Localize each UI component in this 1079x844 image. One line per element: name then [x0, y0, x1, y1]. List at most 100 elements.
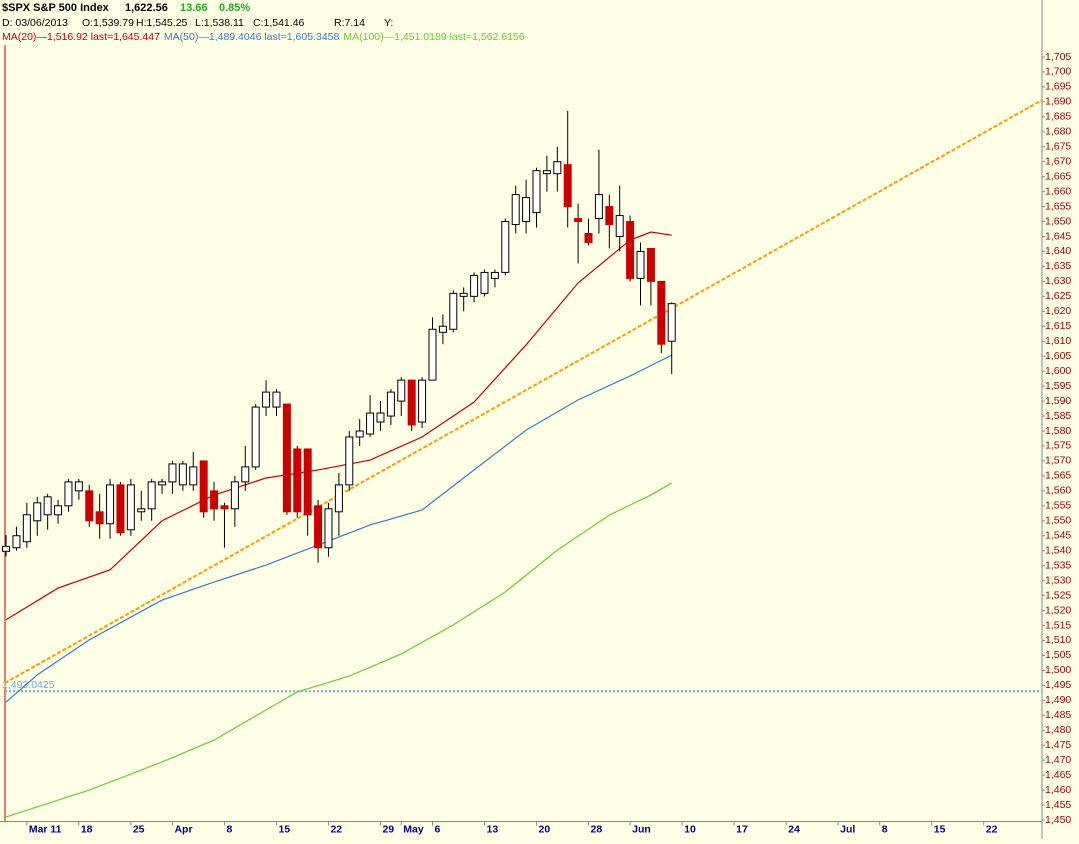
y-tick-label: 1,475	[1045, 739, 1071, 751]
candle-body	[480, 271, 489, 294]
x-tick-label: 24	[788, 823, 800, 835]
legend-name: MA(100)	[343, 31, 383, 43]
y-tick-label: 1,700	[1045, 66, 1071, 78]
legend-value: —1,489.4046 last=1,605.3458	[198, 31, 339, 43]
y-tick-label: 1,705	[1045, 51, 1071, 63]
candle-body	[574, 218, 583, 223]
legend-value: —1,451.0189 last=1,562.6156	[384, 31, 525, 43]
candle-body	[303, 448, 312, 516]
y-tick-label: 1,510	[1045, 634, 1071, 646]
x-tick-label: 29	[382, 823, 394, 835]
candle-body	[314, 505, 323, 549]
y-tick-label: 1,610	[1045, 335, 1071, 347]
candle-body	[210, 490, 219, 510]
y-tick-label: 1,690	[1045, 96, 1071, 108]
y-tick-label: 1,485	[1045, 709, 1071, 721]
x-tick-label: Mar 11	[29, 823, 62, 835]
y-tick-label: 1,685	[1045, 111, 1071, 123]
candle-body	[532, 170, 541, 214]
moving-average	[5, 482, 673, 818]
candle-body	[636, 250, 645, 279]
candle-body	[147, 481, 156, 510]
candle-body	[605, 206, 614, 226]
candle-body	[334, 484, 343, 513]
y-tick-label: 1,460	[1045, 784, 1071, 796]
y-tick-label: 1,595	[1045, 380, 1071, 392]
x-tick-label: Jul	[840, 823, 855, 835]
candle-body	[615, 215, 624, 238]
y-tick-label: 1,470	[1045, 754, 1071, 766]
candle-body	[490, 271, 499, 279]
x-tick-label: 15	[278, 823, 290, 835]
y-tick-label: 1,490	[1045, 694, 1071, 706]
candle-body	[366, 412, 375, 435]
candle-body	[626, 221, 635, 279]
candle-body	[220, 505, 229, 510]
low: L:1,538.11	[195, 17, 244, 29]
candle-body	[501, 221, 510, 273]
candle-body	[542, 170, 551, 175]
y-tick-label: 1,660	[1045, 185, 1071, 197]
horizontal-line-label: 1,493.0425	[2, 679, 55, 691]
y-tick-label: 1,465	[1045, 769, 1071, 781]
candle-body	[33, 502, 42, 522]
range: R:7.14	[334, 17, 365, 29]
date: D: 03/06/2013	[2, 17, 68, 29]
candle-body	[241, 466, 250, 483]
y-tick-label: 1,605	[1045, 350, 1071, 362]
y-tick-label: 1,515	[1045, 619, 1071, 631]
y-tick-label: 1,615	[1045, 320, 1071, 332]
y-field: Y:	[384, 17, 393, 29]
x-tick-label: 10	[684, 823, 696, 835]
y-tick-label: 1,450	[1045, 814, 1071, 826]
x-tick-label: 13	[486, 823, 498, 835]
candle-body	[397, 379, 406, 402]
x-tick-label: 17	[736, 823, 748, 835]
y-tick-label: 1,455	[1045, 799, 1071, 811]
y-tick-label: 1,630	[1045, 275, 1071, 287]
x-tick-label: Jun	[632, 823, 651, 835]
y-tick-label: 1,560	[1045, 485, 1071, 497]
candle-body	[355, 430, 364, 438]
y-tick-label: 1,480	[1045, 724, 1071, 736]
x-tick-label: 28	[591, 823, 603, 835]
candle-body	[137, 508, 146, 513]
candle-body	[376, 412, 385, 423]
y-tick-label: 1,650	[1045, 215, 1071, 227]
candle-body	[251, 406, 260, 468]
y-tick-label: 1,575	[1045, 440, 1071, 452]
candle-body	[64, 481, 73, 507]
candle-body	[95, 511, 104, 525]
y-tick-label: 1,655	[1045, 200, 1071, 212]
candle-body	[158, 481, 167, 486]
candle-body	[199, 460, 208, 513]
legend-value: —1,516.92 last=1,645.447	[36, 31, 160, 43]
chart-title: $SPX S&P 500 Index	[2, 2, 110, 14]
legend: MA(20)—1,516.92 last=1,645.447 MA(50)—1,4…	[2, 31, 525, 43]
candle-body	[407, 379, 416, 426]
y-tick-label: 1,520	[1045, 604, 1071, 616]
candle-body	[511, 194, 520, 226]
trendline	[4, 99, 1043, 684]
candle-body	[594, 194, 603, 220]
candle-body	[386, 391, 395, 417]
y-tick-label: 1,665	[1045, 170, 1071, 182]
candle-body	[657, 280, 666, 345]
y-tick-label: 1,540	[1045, 544, 1071, 556]
candle-body	[324, 508, 333, 549]
y-tick-label: 1,495	[1045, 679, 1071, 691]
candle-body	[54, 505, 63, 516]
y-tick-label: 1,585	[1045, 410, 1071, 422]
y-tick-label: 1,680	[1045, 126, 1071, 138]
candle-body	[272, 391, 281, 408]
change-pct: 0.85%	[219, 2, 250, 14]
y-tick-label: 1,670	[1045, 155, 1071, 167]
candle-body	[116, 484, 125, 534]
candle-body	[646, 247, 655, 282]
x-tick-label: 8	[882, 823, 888, 835]
candle-body	[428, 328, 437, 381]
candle-body	[459, 292, 468, 297]
